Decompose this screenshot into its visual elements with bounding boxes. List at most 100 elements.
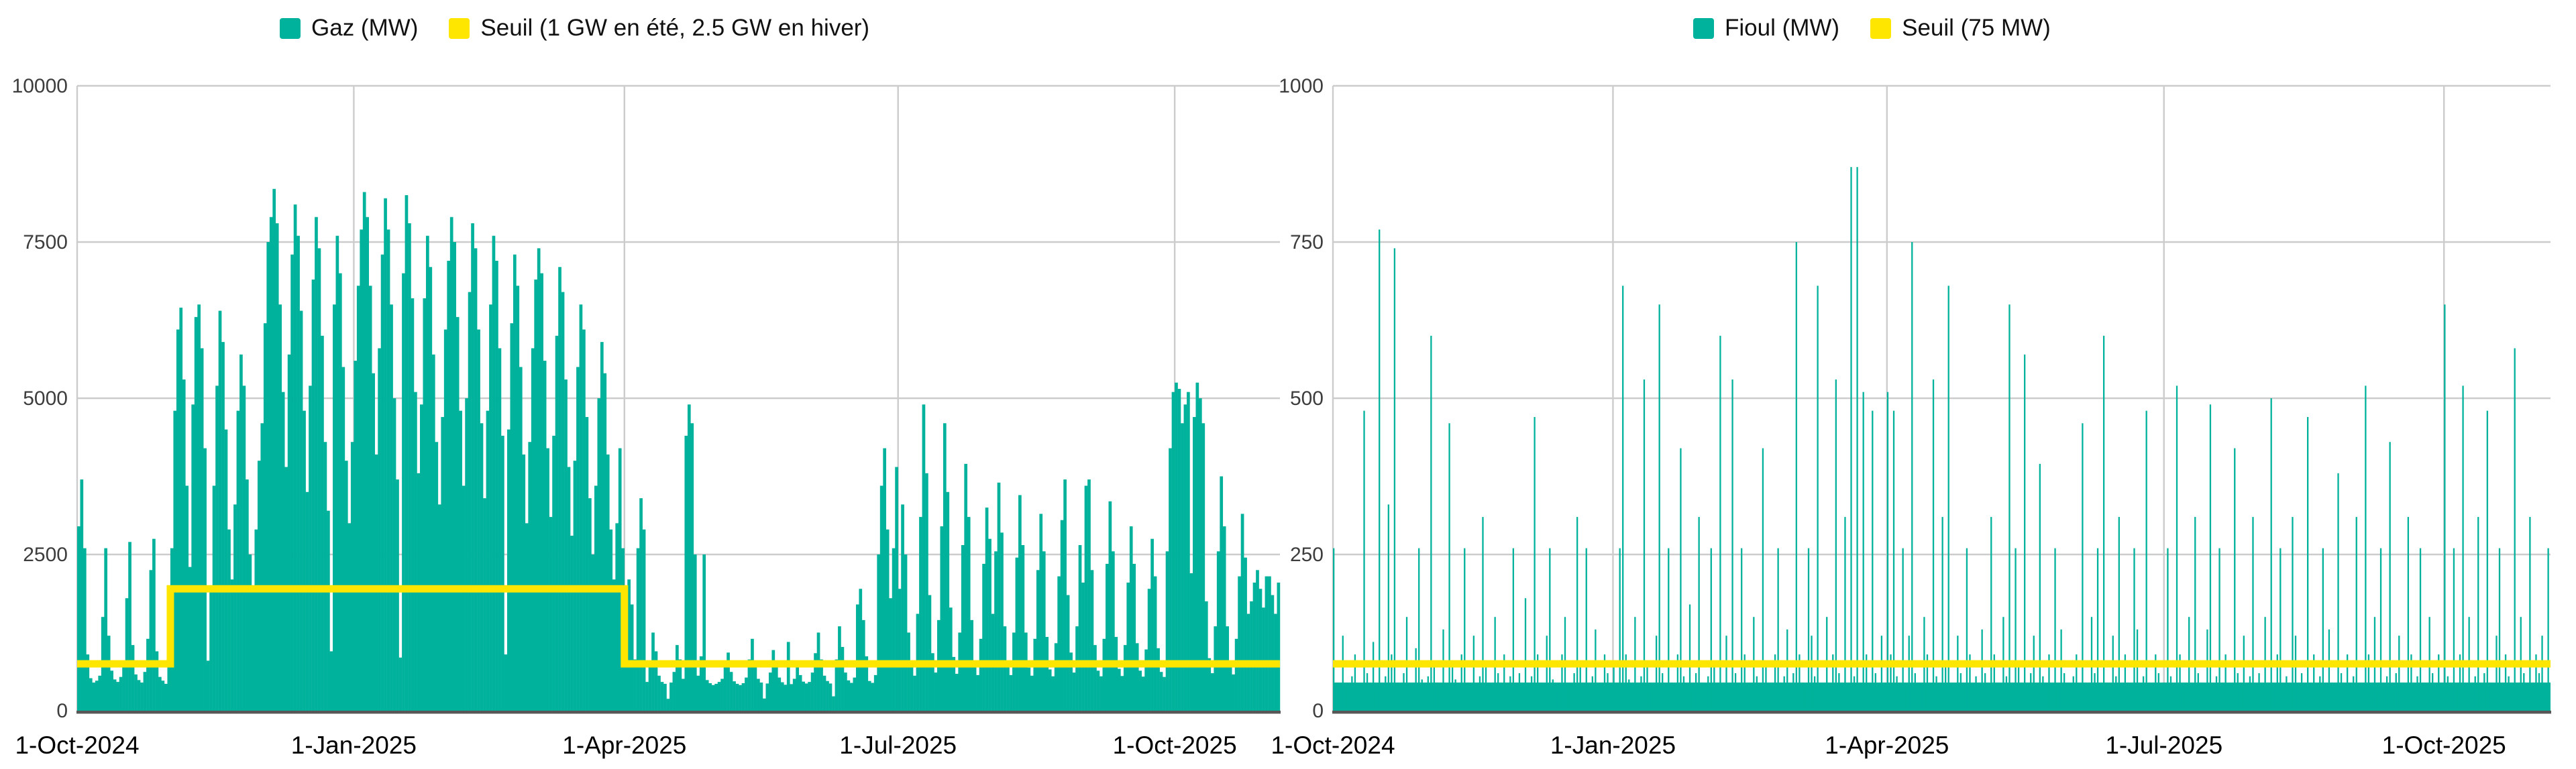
gaz-bar [477,329,480,711]
gaz-bar [483,498,486,711]
fioul-bar [2340,673,2343,711]
gaz-bar [841,646,845,711]
fioul-bar [1838,673,1840,711]
gaz-bar [134,674,138,711]
fioul-bar [2267,683,2269,711]
x-tick-label-1-Oct-2024: 1-Oct-2024 [1271,731,1395,759]
gaz-bar [1238,576,1241,711]
fioul-bar [2474,676,2476,711]
gaz-bar [158,676,162,711]
fioul-bar [1464,548,1466,711]
gaz-bar [1226,626,1230,711]
gaz-bar [1204,601,1208,711]
fioul-bar [2096,548,2099,711]
fioul-bar [2167,548,2169,711]
fioul-bar [1442,629,1444,711]
gaz-bar [1108,501,1112,711]
fioul-bar [1387,504,1389,711]
gaz-bar [828,683,833,711]
fioul-bar [1670,683,1672,711]
gaz-bar [1132,563,1136,711]
fioul-bar [2444,304,2446,711]
fioul-bar [2361,685,2363,711]
fioul-bar [2389,442,2391,711]
fioul-bar [2288,683,2291,711]
gaz-bar [537,248,541,711]
gaz-bar [826,681,829,711]
fioul-bar [2471,683,2473,711]
fioul-bar [1552,679,1554,711]
gaz-bar [155,651,159,711]
fioul-bar [1969,654,1971,711]
fioul-bar [2544,705,2546,711]
gaz-bar [1099,676,1103,711]
gaz-bar [853,677,857,711]
fioul-bar [2379,548,2382,711]
fioul-bar [1436,683,1438,711]
gaz-bar [603,373,607,711]
fioul-bar [2057,685,2059,711]
gaz-bar [1054,643,1058,711]
gaz-bar [1216,551,1220,711]
fioul-bar [2425,685,2428,711]
gaz-bar [1258,589,1263,711]
fioul-bar [2483,673,2485,711]
fioul-bar [1990,517,1992,711]
fioul-bar [2292,517,2294,711]
fioul-seuil-swatch [1870,17,1892,39]
gaz-bar [816,632,820,711]
fioul-bar [1342,636,1344,711]
gaz-bar [663,683,667,711]
fioul-bar [1615,683,1618,711]
fioul-bar [2082,423,2084,711]
fioul-bar [2286,676,2288,711]
fioul-bar [1805,685,1807,711]
fioul-bar [1765,666,1767,711]
fioul-bar [2419,548,2422,711]
fioul-bar [2070,689,2072,711]
gaz-bar [1138,670,1142,711]
gaz-bar [859,589,863,711]
fioul-bar [1682,676,1685,711]
fioul-bar [2331,683,2333,711]
fioul-bar [2076,654,2078,711]
fioul-bar [2337,473,2339,711]
fioul-bar [2492,689,2495,711]
fioul-bar [2359,683,2361,711]
fioul-bar [1439,689,1442,711]
gaz-bar [396,479,399,711]
gaz-bar [1169,448,1172,711]
gaz-bar [390,304,393,711]
gaz-bar [657,675,661,711]
fioul-bar [1688,604,1691,711]
gaz-bar [209,591,213,711]
fioul-bar [2024,354,2026,711]
gaz-bar [747,659,751,711]
gaz-bar [315,217,318,711]
fioul-bar [1780,683,1782,711]
fioul-bar [1676,654,1679,711]
gaz-seuil-swatch [449,17,470,39]
gaz-bar [299,310,303,711]
gaz-bar [751,638,754,711]
fioul-bar [1820,683,1822,711]
gaz-bar [468,292,472,711]
fioul-bar [1369,685,1371,711]
fioul-bar [1704,685,1706,711]
gaz-bar [727,652,730,711]
fioul-bar [2325,685,2327,711]
fioul-bar [1908,636,1910,711]
gaz-bar [1250,601,1253,711]
fioul-bar [2234,448,2236,711]
fioul-bar [2118,517,2120,711]
gaz-bar [329,651,333,711]
gaz-bar [627,579,631,711]
gaz-bar [1208,658,1212,711]
x-axis-line [1332,711,2551,714]
gaz-bar [191,404,195,711]
gaz-bar [687,404,691,711]
fioul-bar [1625,654,1627,711]
gaz-bar [239,354,243,711]
gaz-bar [1144,649,1148,711]
gaz-bar [92,683,96,711]
